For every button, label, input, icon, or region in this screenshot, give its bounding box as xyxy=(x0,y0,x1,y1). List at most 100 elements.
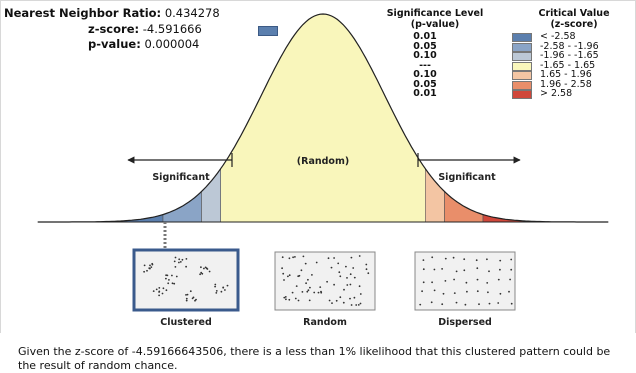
point xyxy=(215,292,218,294)
left-significant-label: Significant xyxy=(152,172,210,183)
point xyxy=(150,266,153,268)
point xyxy=(185,297,188,300)
legend-header-critical-line1: Critical Value xyxy=(538,8,610,19)
point xyxy=(143,264,146,267)
nnr-label: Nearest Neighbor Ratio: xyxy=(4,6,162,20)
p-value-label: p-value: xyxy=(88,37,141,51)
point xyxy=(320,290,322,293)
point xyxy=(313,291,316,294)
point xyxy=(151,263,154,266)
point xyxy=(476,290,479,293)
point xyxy=(288,257,291,260)
point xyxy=(311,274,313,276)
point xyxy=(453,292,456,294)
point xyxy=(359,293,362,295)
point xyxy=(143,270,146,273)
point xyxy=(463,269,466,272)
point xyxy=(463,258,466,261)
legend-p-value: 0.01 xyxy=(413,31,437,42)
legend-swatch xyxy=(512,61,532,71)
point xyxy=(499,268,501,271)
point xyxy=(189,290,192,293)
point xyxy=(488,302,491,305)
point xyxy=(162,287,165,290)
point xyxy=(287,275,289,278)
point xyxy=(357,304,360,306)
point xyxy=(442,292,445,295)
point xyxy=(352,267,355,269)
curve-outline xyxy=(37,13,609,223)
point xyxy=(358,285,361,288)
point xyxy=(152,290,155,292)
point xyxy=(486,282,489,284)
footer xyxy=(0,333,636,370)
point xyxy=(226,284,229,287)
point xyxy=(367,272,370,275)
point xyxy=(343,288,345,291)
point xyxy=(175,275,178,278)
clustered-panel xyxy=(132,248,240,312)
point xyxy=(335,299,338,302)
point xyxy=(441,268,443,270)
point xyxy=(499,292,502,295)
nearest-neighbor-ratio: Nearest Neighbor Ratio: 0.434278 xyxy=(4,6,220,21)
legend-p-value: 0.10 xyxy=(413,50,437,61)
point xyxy=(195,298,197,301)
p-value-value: 0.000004 xyxy=(144,37,200,51)
point xyxy=(319,286,322,288)
point xyxy=(297,299,300,302)
legend-swatch xyxy=(512,52,532,61)
point xyxy=(288,274,291,277)
point xyxy=(281,267,283,270)
legend-swatch xyxy=(512,80,532,90)
point xyxy=(444,257,447,260)
point xyxy=(298,274,301,277)
point xyxy=(475,259,478,262)
point xyxy=(158,290,161,293)
legend-swatch xyxy=(512,42,532,52)
legend-p-value: 0.10 xyxy=(413,69,437,80)
point xyxy=(222,286,225,289)
point xyxy=(353,276,356,279)
point xyxy=(499,259,502,262)
point xyxy=(185,258,188,260)
point xyxy=(346,284,349,286)
z-score-label: z-score: xyxy=(88,22,140,36)
point xyxy=(168,279,170,281)
point xyxy=(497,278,500,281)
legend-z-range: -1.65 - 1.65 xyxy=(540,59,596,71)
legend-header-significance-line1: Significance Level xyxy=(386,8,484,19)
point xyxy=(300,269,303,272)
point xyxy=(301,291,304,293)
legend-z-range: 1.96 - 2.58 xyxy=(540,78,592,90)
point xyxy=(161,292,164,295)
point xyxy=(306,290,309,293)
point xyxy=(292,256,294,259)
point xyxy=(510,258,513,261)
point xyxy=(179,261,182,263)
point xyxy=(294,297,297,300)
point xyxy=(283,279,285,281)
point xyxy=(422,268,425,271)
legend-swatch xyxy=(512,71,532,80)
point xyxy=(331,302,333,304)
point xyxy=(455,270,458,273)
legend-p-value: --- xyxy=(419,59,431,71)
point xyxy=(444,280,447,282)
point xyxy=(433,289,436,292)
point xyxy=(165,289,168,292)
point xyxy=(510,268,513,271)
point xyxy=(200,266,202,269)
point xyxy=(430,301,433,304)
point xyxy=(220,290,223,293)
point xyxy=(315,261,318,264)
point xyxy=(333,283,335,286)
point xyxy=(291,291,294,294)
legend-header-significance: Significance Level (p-value) xyxy=(380,8,490,30)
point xyxy=(419,303,422,306)
dispersed-panel xyxy=(414,251,516,311)
point xyxy=(487,291,489,294)
point xyxy=(295,285,298,287)
point xyxy=(302,255,305,258)
point xyxy=(178,261,180,264)
